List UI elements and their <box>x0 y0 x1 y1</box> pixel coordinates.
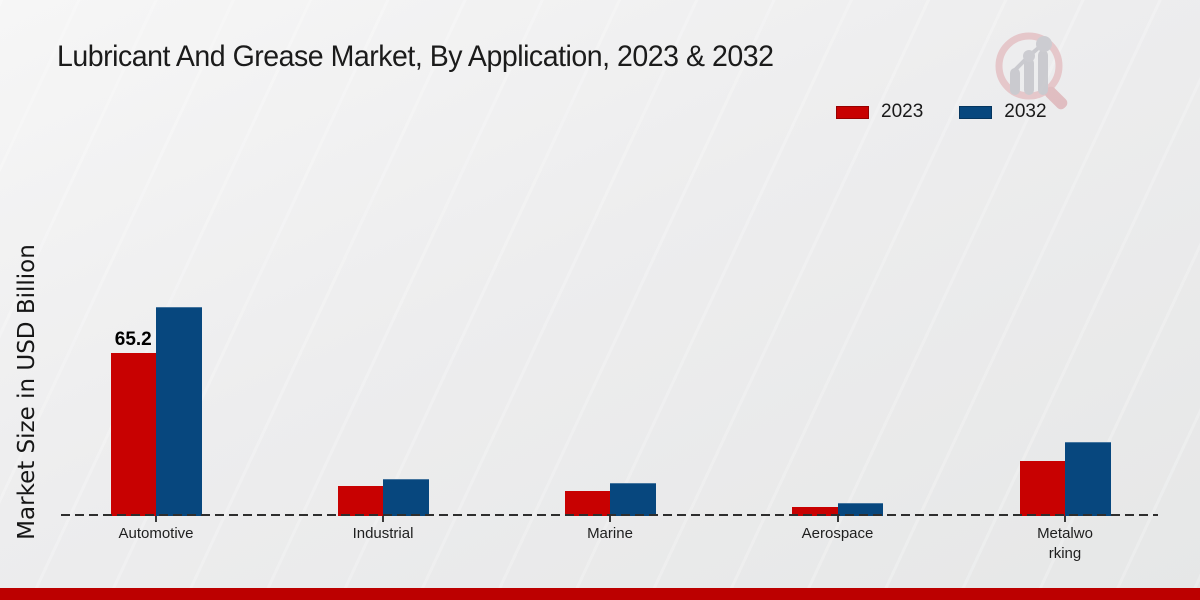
bar-2023-aerospace <box>792 507 838 516</box>
legend: 2023 2032 <box>836 101 1047 123</box>
bottom-accent-bar <box>0 588 1200 600</box>
bar-2032-aerospace <box>837 503 883 516</box>
bar-2032-marine <box>610 483 656 516</box>
x-axis-tick-aerospace <box>836 516 839 522</box>
bar-2023-automotive <box>110 353 156 516</box>
market-research-watermark-logo <box>995 32 1068 110</box>
x-axis-baseline <box>61 514 1158 516</box>
legend-label-2032: 2032 <box>1004 101 1047 122</box>
bar-2032-metalworking <box>1065 442 1111 516</box>
x-axis-tick-automotive <box>155 516 157 522</box>
x-axis-label-marine: Marine <box>587 525 633 542</box>
x-axis-tick-industrial <box>382 516 384 522</box>
bar-2023-marine <box>564 491 610 516</box>
bar-2032-industrial <box>383 479 429 516</box>
legend-item-2023: 2023 <box>836 101 923 123</box>
bar-2023-industrial <box>337 486 383 516</box>
x-axis-label-industrial: Industrial <box>352 525 414 542</box>
x-axis-tick-metalworking <box>1064 516 1066 522</box>
x-axis-label-metalworking: Metalwo rking <box>1037 525 1093 562</box>
bar-2023-metalworking <box>1019 461 1065 516</box>
bar-value-label-2023-automotive: 65.2 <box>114 329 152 350</box>
legend-swatch-2023 <box>836 105 869 119</box>
legend-item-2032: 2032 <box>959 101 1047 123</box>
bar-2032-automotive <box>156 307 202 516</box>
legend-swatch-2032 <box>959 105 993 119</box>
legend-label-2023: 2023 <box>881 101 924 122</box>
x-axis-tick-marine <box>609 516 611 522</box>
x-axis-label-aerospace: Aerospace <box>801 525 874 542</box>
x-axis-label-automotive: Automotive <box>118 525 194 542</box>
chart-title: Lubricant And Grease Market, By Applicat… <box>57 40 774 73</box>
